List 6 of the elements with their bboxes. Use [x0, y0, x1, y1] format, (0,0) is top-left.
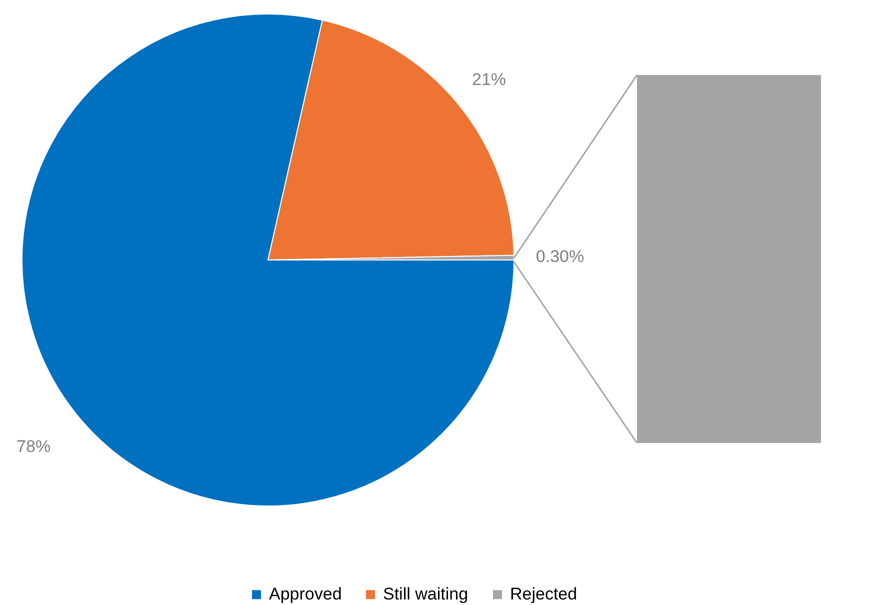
legend-label: Approved	[269, 584, 342, 604]
data-label: 21%	[472, 70, 506, 90]
data-label: 78%	[16, 437, 51, 456]
legend-label: Rejected	[510, 584, 578, 604]
legend-label: Still waiting	[383, 584, 468, 604]
data-label: 0.30%	[536, 247, 584, 266]
